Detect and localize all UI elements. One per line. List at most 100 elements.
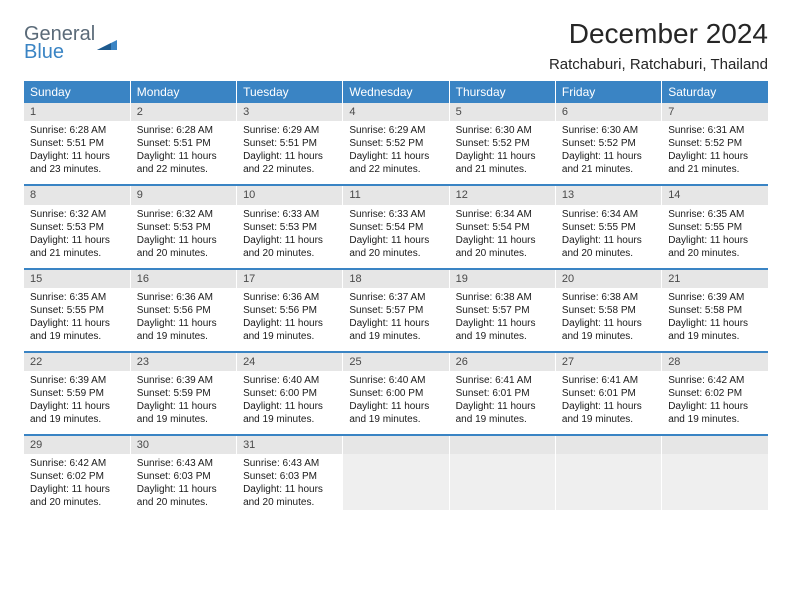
sunrise-line: Sunrise: 6:30 AM	[562, 124, 655, 137]
day-number: 22	[24, 353, 130, 371]
day-cell: Sunrise: 6:36 AMSunset: 5:56 PMDaylight:…	[237, 288, 343, 351]
dow-header-row: Sunday Monday Tuesday Wednesday Thursday…	[24, 81, 768, 103]
sunrise-line: Sunrise: 6:39 AM	[30, 374, 124, 387]
day-cell: 2	[130, 103, 236, 121]
sunset-line: Sunset: 6:03 PM	[137, 470, 230, 483]
daylight-line: Daylight: 11 hours and 20 minutes.	[243, 483, 336, 509]
day-body: Sunrise: 6:43 AMSunset: 6:03 PMDaylight:…	[131, 454, 236, 517]
day-body: Sunrise: 6:42 AMSunset: 6:02 PMDaylight:…	[662, 371, 768, 434]
day-cell: Sunrise: 6:34 AMSunset: 5:54 PMDaylight:…	[449, 205, 555, 268]
sunrise-line: Sunrise: 6:40 AM	[243, 374, 336, 387]
day-number: 28	[662, 353, 768, 371]
day-cell: Sunrise: 6:42 AMSunset: 6:02 PMDaylight:…	[662, 371, 768, 434]
day-cell	[343, 454, 449, 517]
sunrise-line: Sunrise: 6:41 AM	[562, 374, 655, 387]
sunset-line: Sunset: 5:51 PM	[30, 137, 124, 150]
day-cell: 15	[24, 270, 130, 288]
day-body: Sunrise: 6:41 AMSunset: 6:01 PMDaylight:…	[556, 371, 661, 434]
day-number: 16	[131, 270, 236, 288]
day-body: Sunrise: 6:30 AMSunset: 5:52 PMDaylight:…	[556, 121, 661, 184]
day-cell: 29	[24, 436, 130, 454]
daybody-row: Sunrise: 6:35 AMSunset: 5:55 PMDaylight:…	[24, 288, 768, 351]
sunrise-line: Sunrise: 6:40 AM	[349, 374, 442, 387]
day-cell: Sunrise: 6:40 AMSunset: 6:00 PMDaylight:…	[343, 371, 449, 434]
sunrise-line: Sunrise: 6:29 AM	[349, 124, 442, 137]
day-cell: 20	[555, 270, 661, 288]
day-body: Sunrise: 6:30 AMSunset: 5:52 PMDaylight:…	[450, 121, 555, 184]
daylight-line: Daylight: 11 hours and 23 minutes.	[30, 150, 124, 176]
day-cell: Sunrise: 6:39 AMSunset: 5:59 PMDaylight:…	[24, 371, 130, 434]
sunrise-line: Sunrise: 6:38 AM	[562, 291, 655, 304]
sunrise-line: Sunrise: 6:35 AM	[30, 291, 124, 304]
day-cell	[555, 454, 661, 517]
day-body: Sunrise: 6:39 AMSunset: 5:59 PMDaylight:…	[24, 371, 130, 434]
day-cell: Sunrise: 6:29 AMSunset: 5:52 PMDaylight:…	[343, 121, 449, 184]
sunset-line: Sunset: 5:55 PM	[668, 221, 762, 234]
sunset-line: Sunset: 5:51 PM	[243, 137, 336, 150]
daylight-line: Daylight: 11 hours and 22 minutes.	[349, 150, 442, 176]
day-cell: Sunrise: 6:38 AMSunset: 5:58 PMDaylight:…	[555, 288, 661, 351]
daybody-row: Sunrise: 6:42 AMSunset: 6:02 PMDaylight:…	[24, 454, 768, 517]
sunrise-line: Sunrise: 6:31 AM	[668, 124, 762, 137]
day-cell: Sunrise: 6:30 AMSunset: 5:52 PMDaylight:…	[555, 121, 661, 184]
day-body: Sunrise: 6:34 AMSunset: 5:55 PMDaylight:…	[556, 205, 661, 268]
sunrise-line: Sunrise: 6:34 AM	[456, 208, 549, 221]
day-cell: 9	[130, 186, 236, 204]
day-number: 10	[237, 186, 342, 204]
daynum-row: 1234567	[24, 103, 768, 121]
sunset-line: Sunset: 6:02 PM	[668, 387, 762, 400]
day-body: Sunrise: 6:34 AMSunset: 5:54 PMDaylight:…	[450, 205, 555, 268]
sunrise-line: Sunrise: 6:32 AM	[137, 208, 230, 221]
day-number: 30	[131, 436, 236, 454]
day-cell: 24	[237, 353, 343, 371]
daylight-line: Daylight: 11 hours and 19 minutes.	[30, 400, 124, 426]
day-number	[662, 436, 768, 454]
day-cell	[343, 436, 449, 454]
sunset-line: Sunset: 5:58 PM	[668, 304, 762, 317]
empty-day	[450, 454, 555, 510]
sunrise-line: Sunrise: 6:37 AM	[349, 291, 442, 304]
daylight-line: Daylight: 11 hours and 20 minutes.	[349, 234, 442, 260]
sunrise-line: Sunrise: 6:35 AM	[668, 208, 762, 221]
day-number: 26	[450, 353, 555, 371]
day-cell: Sunrise: 6:40 AMSunset: 6:00 PMDaylight:…	[237, 371, 343, 434]
sunset-line: Sunset: 6:01 PM	[562, 387, 655, 400]
day-body: Sunrise: 6:28 AMSunset: 5:51 PMDaylight:…	[24, 121, 130, 184]
day-number: 27	[556, 353, 661, 371]
day-number: 12	[450, 186, 555, 204]
sunrise-line: Sunrise: 6:39 AM	[137, 374, 230, 387]
day-cell: 11	[343, 186, 449, 204]
sunset-line: Sunset: 5:54 PM	[456, 221, 549, 234]
day-number: 15	[24, 270, 130, 288]
sunset-line: Sunset: 5:51 PM	[137, 137, 230, 150]
sunrise-line: Sunrise: 6:28 AM	[137, 124, 230, 137]
day-number: 2	[131, 103, 236, 121]
day-number: 21	[662, 270, 768, 288]
daylight-line: Daylight: 11 hours and 20 minutes.	[243, 234, 336, 260]
daylight-line: Daylight: 11 hours and 19 minutes.	[456, 317, 549, 343]
day-number: 25	[343, 353, 448, 371]
day-body: Sunrise: 6:36 AMSunset: 5:56 PMDaylight:…	[237, 288, 342, 351]
day-cell: 26	[449, 353, 555, 371]
location: Ratchaburi, Ratchaburi, Thailand	[549, 56, 768, 73]
day-cell: 5	[449, 103, 555, 121]
empty-day	[343, 454, 448, 510]
daylight-line: Daylight: 11 hours and 19 minutes.	[668, 317, 762, 343]
day-number: 11	[343, 186, 448, 204]
day-number: 8	[24, 186, 130, 204]
sunrise-line: Sunrise: 6:30 AM	[456, 124, 549, 137]
sunrise-line: Sunrise: 6:39 AM	[668, 291, 762, 304]
sunrise-line: Sunrise: 6:43 AM	[137, 457, 230, 470]
sunset-line: Sunset: 5:56 PM	[243, 304, 336, 317]
day-cell: 13	[555, 186, 661, 204]
day-cell: Sunrise: 6:29 AMSunset: 5:51 PMDaylight:…	[237, 121, 343, 184]
day-cell: Sunrise: 6:37 AMSunset: 5:57 PMDaylight:…	[343, 288, 449, 351]
day-cell: 28	[662, 353, 768, 371]
day-body: Sunrise: 6:31 AMSunset: 5:52 PMDaylight:…	[662, 121, 768, 184]
daylight-line: Daylight: 11 hours and 22 minutes.	[243, 150, 336, 176]
day-cell: Sunrise: 6:34 AMSunset: 5:55 PMDaylight:…	[555, 205, 661, 268]
logo-text-blue: Blue	[24, 42, 95, 62]
day-body: Sunrise: 6:36 AMSunset: 5:56 PMDaylight:…	[131, 288, 236, 351]
day-cell: Sunrise: 6:43 AMSunset: 6:03 PMDaylight:…	[237, 454, 343, 517]
day-cell: 18	[343, 270, 449, 288]
